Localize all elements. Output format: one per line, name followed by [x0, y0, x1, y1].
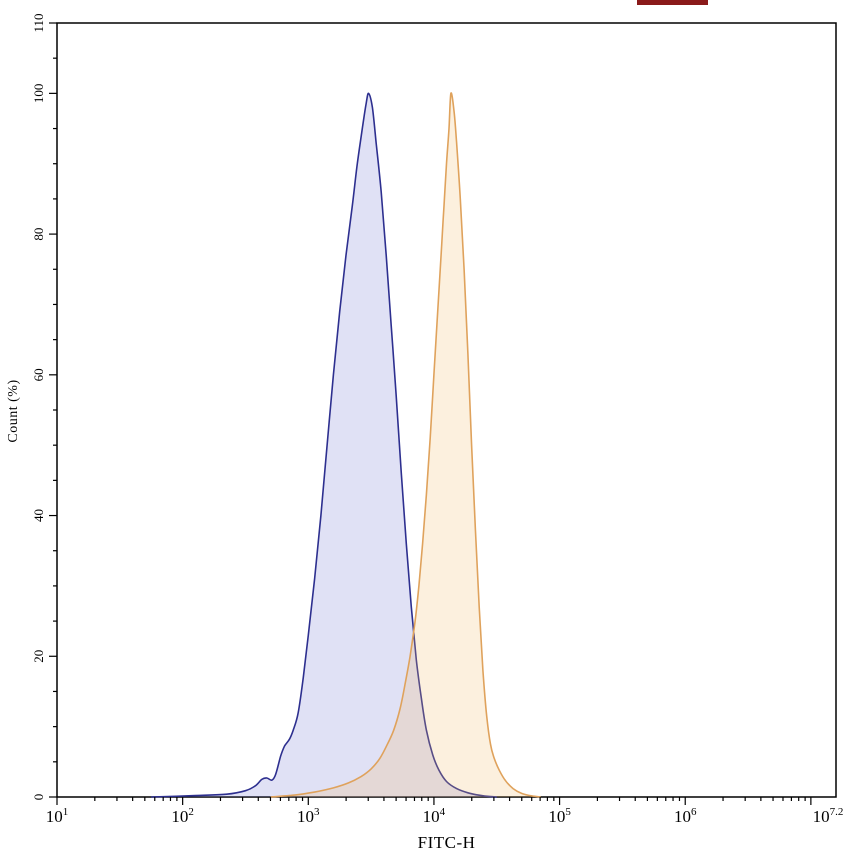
x-axis-title: FITC-H: [417, 833, 476, 852]
y-tick-label: 40: [31, 509, 46, 522]
orange-sample-histogram-fill: [270, 92, 541, 797]
y-axis-labels: 0 20 40 60 80 100 110: [31, 13, 46, 800]
top-cropped-red-bar: [637, 0, 708, 5]
x-tick-label: 101: [46, 806, 69, 826]
x-axis-labels: 101 102 103 104 105 106 107.2: [46, 806, 844, 826]
y-axis-title: Count (%): [6, 379, 21, 443]
y-axis-ticks: [49, 22, 57, 798]
y-tick-label: 100: [31, 84, 46, 104]
x-tick-label: 107.2: [813, 806, 844, 826]
y-tick-label: 110: [31, 13, 46, 32]
orange-sample-histogram-line: [270, 92, 541, 798]
y-tick-label: 0: [31, 794, 46, 801]
blue-control-histogram-fill: [151, 93, 497, 797]
x-tick-label: 103: [297, 806, 320, 826]
y-tick-label: 60: [31, 368, 46, 381]
x-tick-label: 102: [171, 806, 194, 826]
x-tick-label: 104: [423, 806, 446, 826]
x-tick-label: 105: [548, 806, 571, 826]
series-group: [151, 92, 541, 798]
blue-control-histogram-line: [151, 92, 497, 798]
y-tick-label: 80: [31, 228, 46, 241]
x-axis-ticks: [56, 797, 812, 805]
x-tick-label: 106: [674, 806, 697, 826]
y-tick-label: 20: [31, 650, 46, 663]
